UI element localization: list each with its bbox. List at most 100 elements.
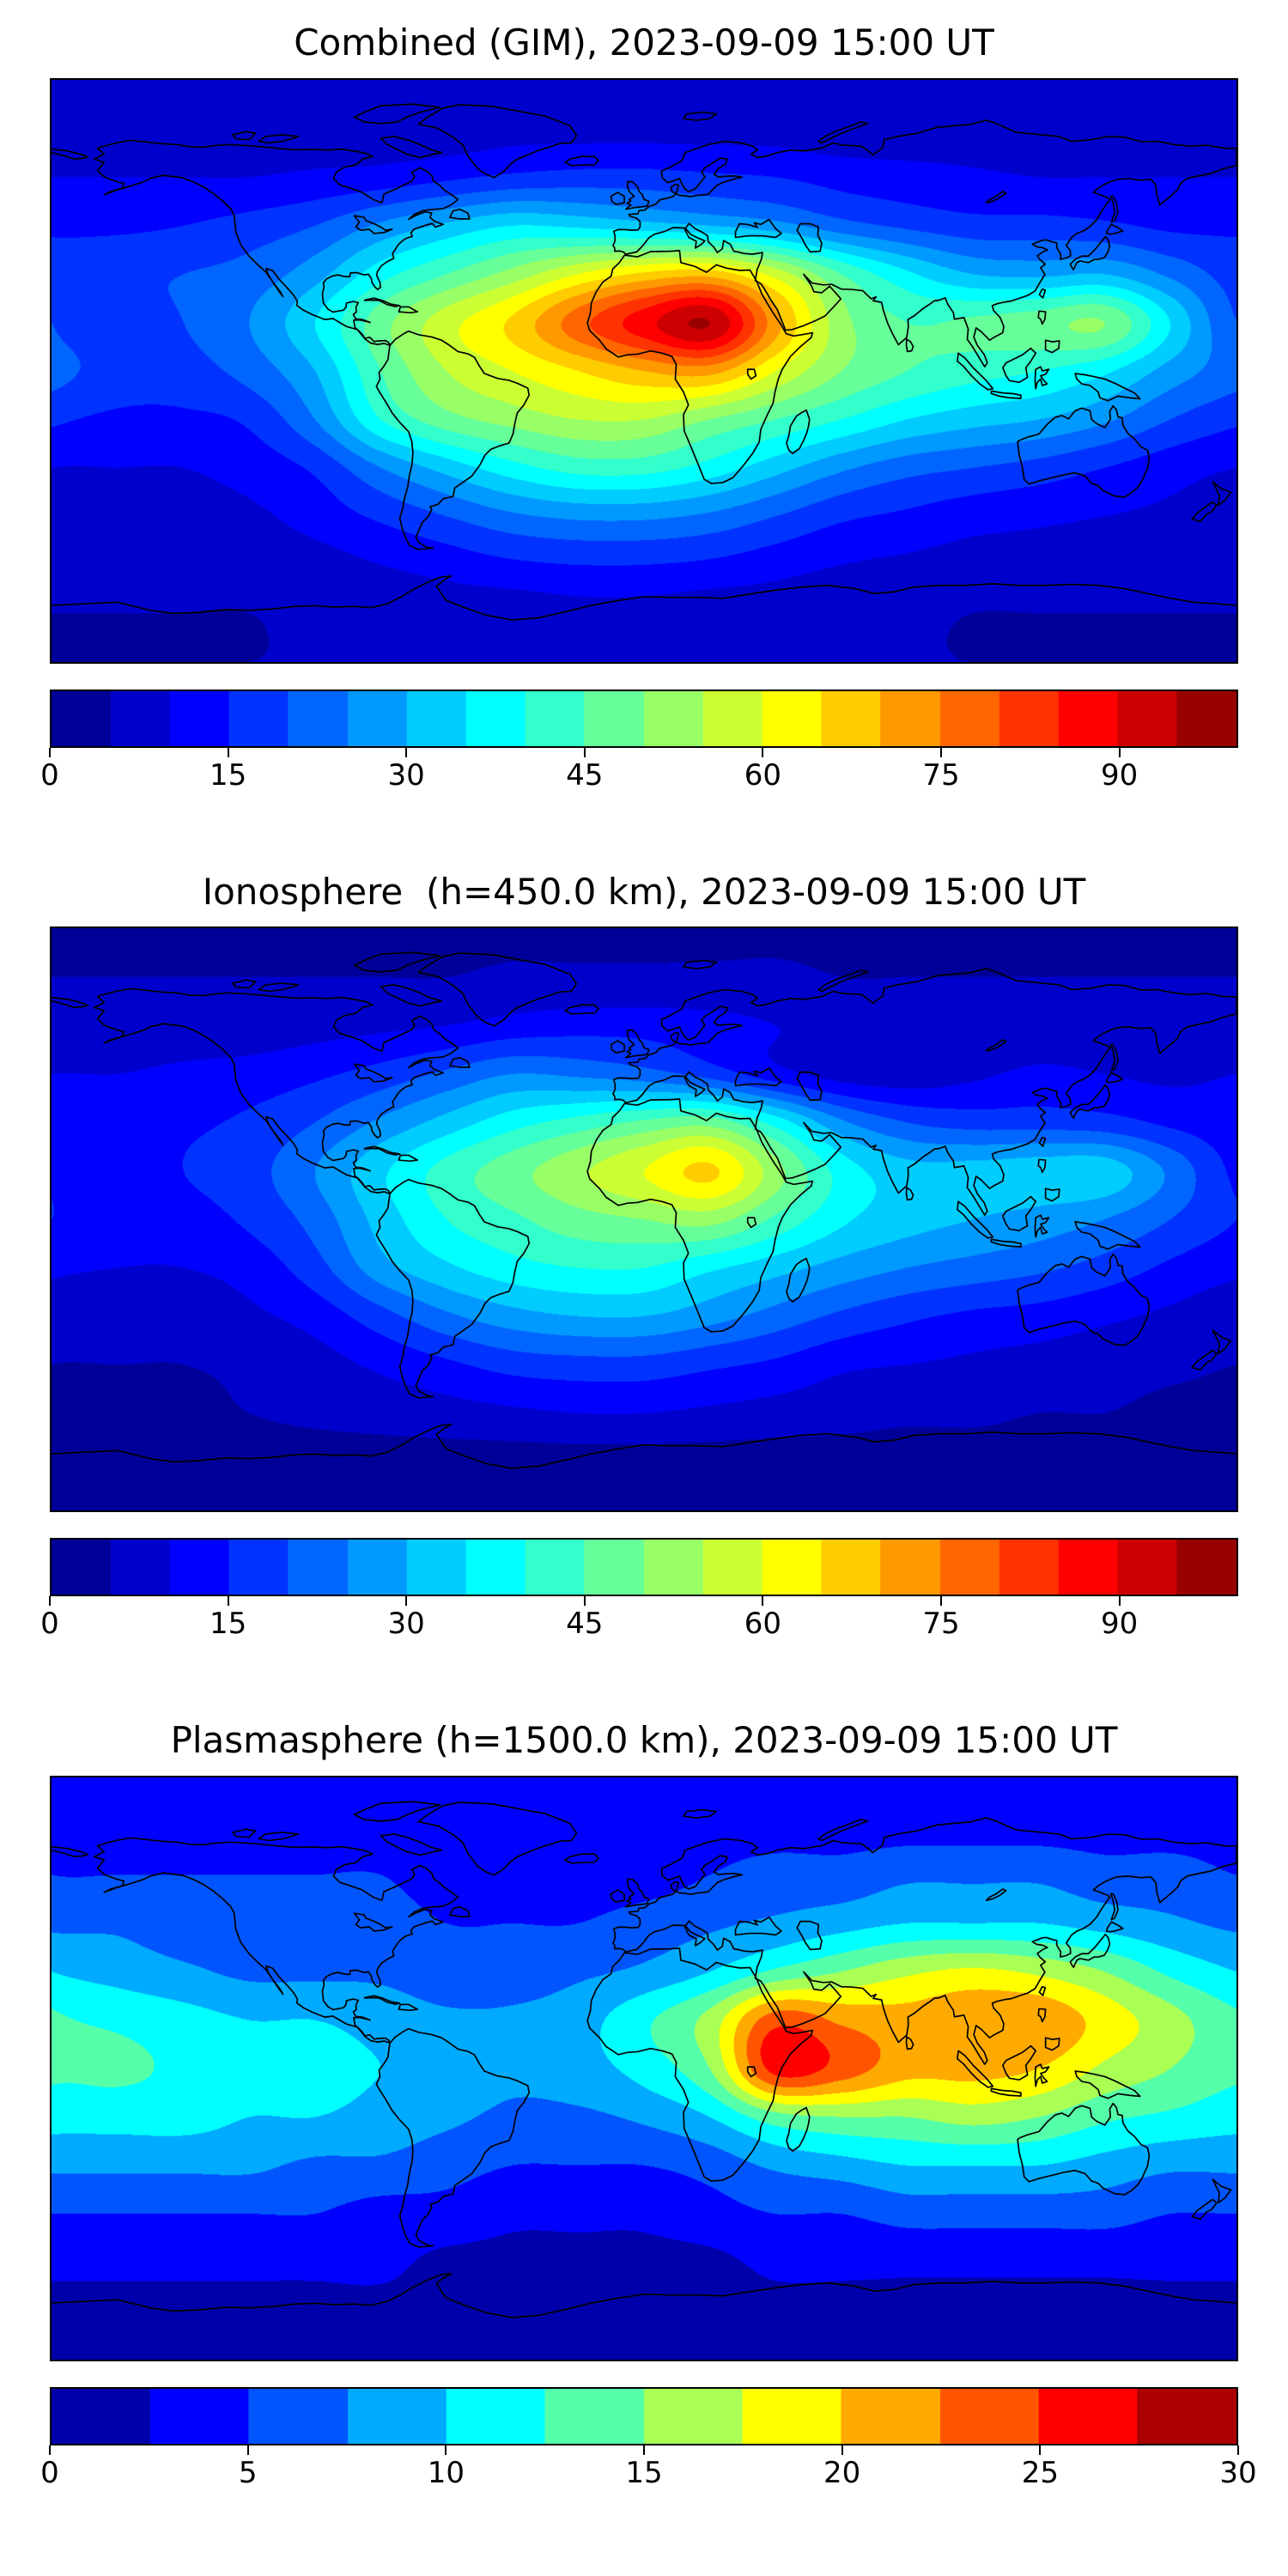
colorbar-tick <box>762 1596 764 1606</box>
colorbar-tick <box>49 2445 51 2455</box>
coastline-path <box>1018 1255 1149 1346</box>
coastline-path <box>991 2088 1021 2096</box>
coastline-path <box>1038 311 1045 324</box>
coastline-path <box>683 1809 716 1817</box>
coastline-path <box>797 1921 822 1949</box>
colorbar-tick-label: 45 <box>566 1607 604 1641</box>
colorbar-tick <box>227 1596 229 1606</box>
coastline-path <box>787 1259 810 1302</box>
coastline-path <box>398 2004 417 2010</box>
coastline-path <box>907 339 914 351</box>
coastline-path <box>418 1802 576 1875</box>
coastline-path <box>987 191 1006 202</box>
colorbar-ionosphere <box>50 1538 1238 1596</box>
coastline-path <box>1035 1215 1048 1237</box>
coastline-path <box>1070 1085 1109 1118</box>
coastline-path <box>1075 2071 1140 2099</box>
tec-field-canvas-plasmasphere <box>52 1777 1236 2360</box>
coastline-path <box>987 1888 1006 1899</box>
coastline-path <box>52 2273 1236 2317</box>
colorbar-ticks-plasmasphere: 0 5 10 15 20 25 30 <box>40 2445 1257 2499</box>
coastline-path <box>94 988 459 1194</box>
coastline-path <box>365 1996 400 2004</box>
colorbar-tick <box>583 1596 586 1606</box>
coastline-path <box>1192 1351 1217 1370</box>
colorbar-ticks-ionosphere: 0 15 30 45 60 75 90 <box>40 1596 1238 1649</box>
colorbar-ticks-combined: 0 15 30 45 60 75 90 <box>40 747 1238 801</box>
colorbar-tick-label: 25 <box>1021 2455 1059 2490</box>
coastline-path <box>1111 1045 1118 1071</box>
colorbar-canvas-combined <box>52 690 1236 746</box>
colorbar-tick-label: 20 <box>823 2455 861 2490</box>
colorbar-wrap-plasmasphere: 0 5 10 15 20 25 30 <box>40 2386 1257 2499</box>
colorbar-tick <box>643 2445 645 2455</box>
coastline-path <box>1038 1159 1045 1172</box>
panel-title-combined: Combined (GIM), 2023-09-09 15:00 UT <box>294 21 994 64</box>
colorbar-tick <box>1039 2445 1042 2455</box>
coastline-path <box>626 1030 649 1058</box>
coastline-path <box>355 1913 392 1931</box>
coastline-path <box>1075 1222 1140 1249</box>
coastline-path <box>613 969 1236 1215</box>
colorbar-tick-label: 60 <box>744 757 782 793</box>
coastline-path <box>52 1425 1236 1468</box>
coastline-path <box>52 575 1236 619</box>
figure-page: Combined (GIM), 2023-09-09 15:00 UT 0 15 3… <box>40 21 1257 2499</box>
coastline-path <box>1018 2103 1149 2194</box>
colorbar-tick <box>841 2445 843 2455</box>
coastline-path <box>355 1801 440 1821</box>
colorbar-tick <box>940 1596 942 1606</box>
coastline-path <box>1070 236 1109 269</box>
coastline-path <box>380 136 441 156</box>
coastline-path <box>259 983 299 991</box>
coastline-path <box>1192 501 1217 521</box>
coastline-path <box>418 105 576 178</box>
coastline-path <box>748 2067 756 2076</box>
colorbar-tick-label: 75 <box>922 1607 960 1641</box>
coastline-path <box>991 391 1021 398</box>
colorbar-tick-label: 15 <box>625 2455 663 2490</box>
colorbar-tick <box>49 747 51 757</box>
coastline-path <box>818 121 868 142</box>
colorbar-tick-label: 30 <box>1219 2455 1257 2490</box>
coastline-path <box>565 156 598 166</box>
coastline-path <box>748 369 756 379</box>
coastline-path <box>787 410 810 453</box>
colorbar-tick <box>405 747 408 757</box>
colorbar-tick <box>762 747 764 757</box>
coastline-path <box>450 1906 470 1916</box>
colorbar-tick-label: 15 <box>209 1607 247 1641</box>
coastline-path <box>611 1890 624 1902</box>
coastline-path <box>233 1829 256 1837</box>
colorbar-tick-label: 10 <box>427 2455 465 2490</box>
coastline-path <box>1107 1072 1123 1082</box>
coastline-path <box>380 985 441 1005</box>
coastline-path <box>355 1064 392 1082</box>
coastline-path <box>736 219 781 237</box>
coastline-path <box>1035 2064 1048 2087</box>
coastline-path <box>94 1838 459 2043</box>
colorbar-tick <box>227 747 229 757</box>
coastline-path <box>52 1846 88 1856</box>
colorbar-wrap-combined: 0 15 30 45 60 75 90 <box>40 689 1238 801</box>
coastline-path <box>52 149 88 159</box>
coastline-path <box>1111 1893 1118 1919</box>
colorbar-wrap-ionosphere: 0 15 30 45 60 75 90 <box>40 1538 1238 1649</box>
colorbar-tick <box>49 1596 51 1606</box>
coastline-path <box>907 1188 914 1200</box>
coastline-path <box>1212 482 1230 505</box>
coastline-path <box>818 970 868 991</box>
colorbar-canvas-plasmasphere <box>52 2388 1236 2444</box>
coastline-path <box>1107 1922 1123 1931</box>
colorbar-combined <box>50 689 1238 748</box>
coastline-path <box>587 250 812 483</box>
panel-plasmasphere: Plasmasphere (h=1500.0 km), 2023-09-09 1… <box>40 1718 1257 2499</box>
colorbar-tick-label: 0 <box>40 1607 59 1641</box>
colorbar-tick <box>940 747 942 757</box>
coastline-path <box>1003 2045 1036 2080</box>
coastline-path <box>683 112 716 119</box>
panel-combined: Combined (GIM), 2023-09-09 15:00 UT 0 15 3… <box>40 21 1238 801</box>
coastline-path <box>94 140 459 345</box>
coastline-path <box>748 1218 756 1227</box>
coastline-path <box>355 104 440 124</box>
